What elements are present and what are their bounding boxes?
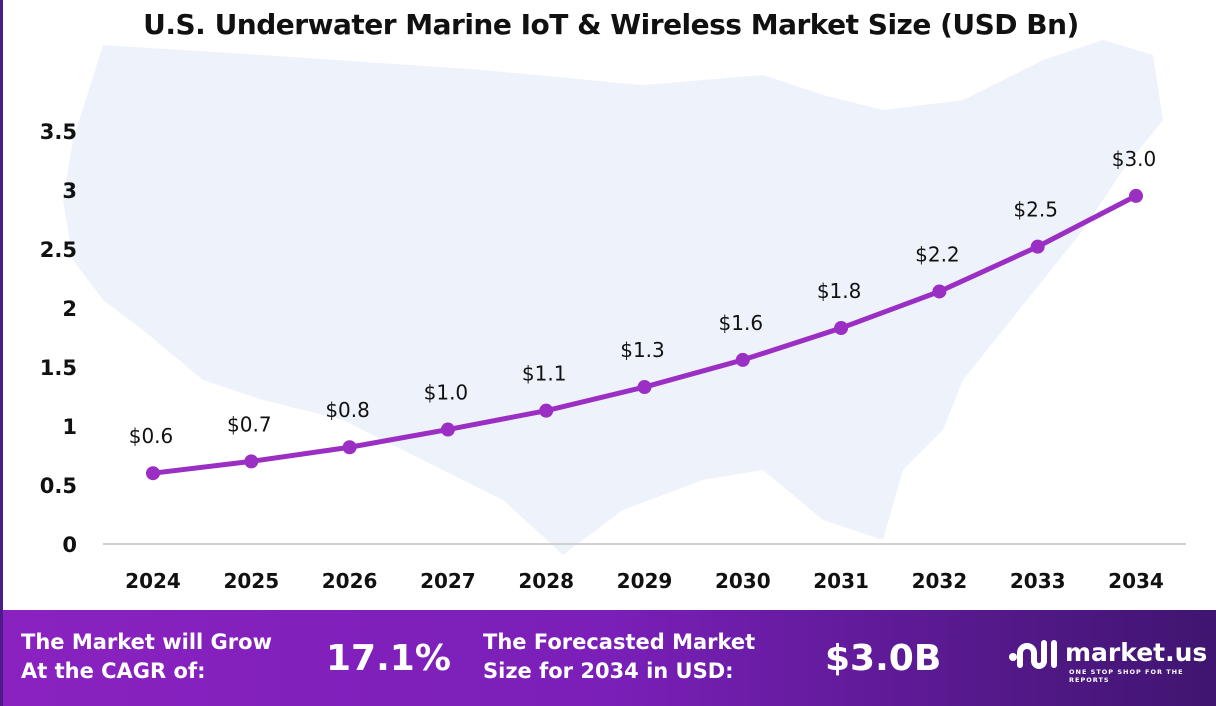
data-point	[342, 440, 357, 455]
forecast-label-line1: The Forecasted Market	[483, 630, 756, 654]
y-tick-label: 1	[62, 415, 77, 439]
forecast-label: The Forecasted Market Size for 2034 in U…	[483, 628, 755, 686]
x-tick-label: 2033	[1010, 569, 1066, 593]
line-chart: 0 0.5 1 1.5 2 2.5 3 3.5 2024 2025 2026 2027 2028 202…	[40, 40, 1186, 593]
y-tick-label: 3.5	[40, 120, 77, 144]
x-tick-label: 2024	[125, 569, 181, 593]
data-label: $1.6	[719, 311, 764, 335]
data-label: $1.3	[620, 338, 665, 362]
x-tick-label: 2032	[912, 569, 968, 593]
cagr-value: 17.1%	[326, 638, 451, 679]
data-point	[1030, 239, 1045, 254]
data-label: $0.8	[325, 398, 370, 422]
data-point	[637, 380, 652, 395]
logo-text: market.us	[1065, 638, 1208, 667]
data-point	[735, 352, 750, 367]
x-tick-label: 2026	[322, 569, 378, 593]
y-tick-label: 2.5	[40, 238, 77, 262]
chart-title: U.S. Underwater Marine IoT & Wireless Ma…	[143, 8, 1079, 41]
data-point	[440, 422, 455, 437]
y-tick-label: 3	[62, 179, 77, 203]
x-tick-label: 2027	[420, 569, 476, 593]
data-label: $2.5	[1013, 198, 1058, 222]
forecast-value: $3.0B	[825, 638, 942, 679]
logo-tagline: ONE STOP SHOP FOR THE REPORTS	[1069, 668, 1184, 684]
x-tick-label: 2031	[813, 569, 869, 593]
footer-banner: The Market will Grow At the CAGR of: 17.…	[3, 610, 1216, 706]
y-tick-label: 2	[62, 297, 77, 321]
data-point	[932, 284, 947, 299]
x-tick-label: 2030	[715, 569, 771, 593]
y-tick-label: 1.5	[40, 356, 77, 380]
data-label: $1.8	[817, 279, 862, 303]
data-point	[539, 403, 554, 418]
y-tick-label: 0	[62, 533, 77, 557]
data-label: $3.0	[1112, 147, 1157, 171]
data-point	[834, 321, 849, 336]
data-label: $2.2	[915, 242, 960, 266]
cagr-label-line1: The Market will Grow	[21, 630, 272, 654]
x-tick-label: 2029	[617, 569, 673, 593]
data-point	[1129, 188, 1143, 203]
data-label: $0.6	[129, 424, 174, 448]
data-label: $0.7	[227, 412, 272, 436]
data-label: $1.1	[522, 362, 567, 386]
y-tick-label: 0.5	[40, 474, 77, 498]
cagr-label: The Market will Grow At the CAGR of:	[21, 628, 272, 686]
data-label: $1.0	[424, 381, 469, 405]
x-tick-label: 2025	[223, 569, 279, 593]
cagr-label-line2: At the CAGR of:	[21, 659, 206, 683]
data-point	[146, 466, 160, 481]
us-map-background	[63, 40, 1163, 555]
data-point	[244, 454, 259, 469]
market-us-logo-icon	[1009, 640, 1057, 669]
x-tick-label: 2034	[1108, 569, 1164, 593]
x-tick-label: 2028	[518, 569, 574, 593]
forecast-label-line2: Size for 2034 in USD:	[483, 659, 734, 683]
